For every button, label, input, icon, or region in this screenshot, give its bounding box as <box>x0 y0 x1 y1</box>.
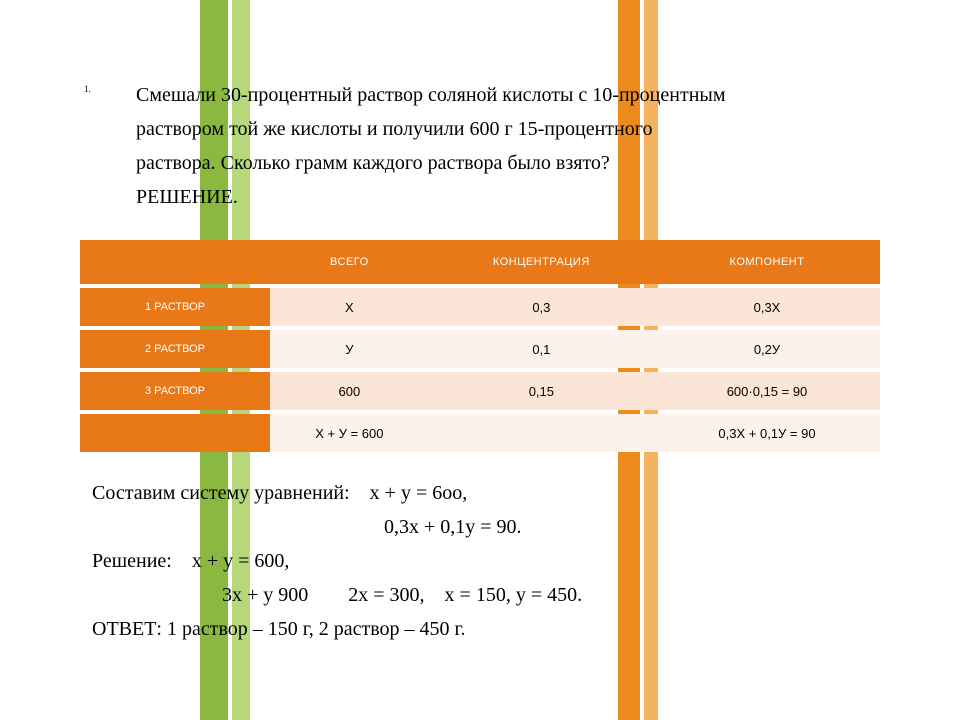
cell: 0,1 <box>429 330 654 368</box>
row-label: 1 РАСТВОР <box>80 288 270 326</box>
eq-line-4: 3х + у 900 2х = 300, х = 150, у = 450. <box>222 578 960 612</box>
cell: 0,3 <box>429 288 654 326</box>
problem-text: 1. Смешали 30-процентный раствор соляной… <box>100 78 900 214</box>
cell: Х <box>270 288 429 326</box>
problem-line-3: раствора. Сколько грамм каждого раствора… <box>136 146 900 180</box>
th-component: КОМПОНЕНТ <box>654 240 880 284</box>
table-row: 2 РАСТВОР У 0,1 0,2У <box>80 330 880 368</box>
cell: Х + У = 600 <box>270 414 429 452</box>
th-total: ВСЕГО <box>270 240 429 284</box>
cell: У <box>270 330 429 368</box>
eq-line-1: Составим систему уравнений: х + у = 6оо, <box>92 476 960 510</box>
eq-line-3: Решение: х + у = 600, <box>92 544 960 578</box>
problem-line-1: Смешали 30-процентный раствор соляной ки… <box>136 78 900 112</box>
table-header-row: ВСЕГО КОНЦЕНТРАЦИЯ КОМПОНЕНТ <box>80 240 880 284</box>
th-blank <box>80 240 270 284</box>
problem-line-2: раствором той же кислоты и получили 600 … <box>136 112 900 146</box>
row-label: 2 РАСТВОР <box>80 330 270 368</box>
cell: 0,3Х <box>654 288 880 326</box>
th-concentration: КОНЦЕНТРАЦИЯ <box>429 240 654 284</box>
cell: 0,15 <box>429 372 654 410</box>
cell <box>429 414 654 452</box>
list-number: 1. <box>84 84 91 94</box>
cell: 0,2У <box>654 330 880 368</box>
solution-table: ВСЕГО КОНЦЕНТРАЦИЯ КОМПОНЕНТ 1 РАСТВОР Х… <box>0 236 960 456</box>
table-row: Х + У = 600 0,3Х + 0,1У = 90 <box>80 414 880 452</box>
cell: 600·0,15 = 90 <box>654 372 880 410</box>
table-row: 1 РАСТВОР Х 0,3 0,3Х <box>80 288 880 326</box>
solution-label: РЕШЕНИЕ. <box>136 180 900 214</box>
table-row: 3 РАСТВОР 600 0,15 600·0,15 = 90 <box>80 372 880 410</box>
row-label <box>80 414 270 452</box>
cell: 0,3Х + 0,1У = 90 <box>654 414 880 452</box>
cell: 600 <box>270 372 429 410</box>
eq-line-5: ОТВЕТ: 1 раствор – 150 г, 2 раствор – 45… <box>92 612 960 646</box>
equations-block: Составим систему уравнений: х + у = 6оо,… <box>92 476 960 646</box>
eq-line-2: 0,3х + 0,1у = 90. <box>384 510 960 544</box>
row-label: 3 РАСТВОР <box>80 372 270 410</box>
